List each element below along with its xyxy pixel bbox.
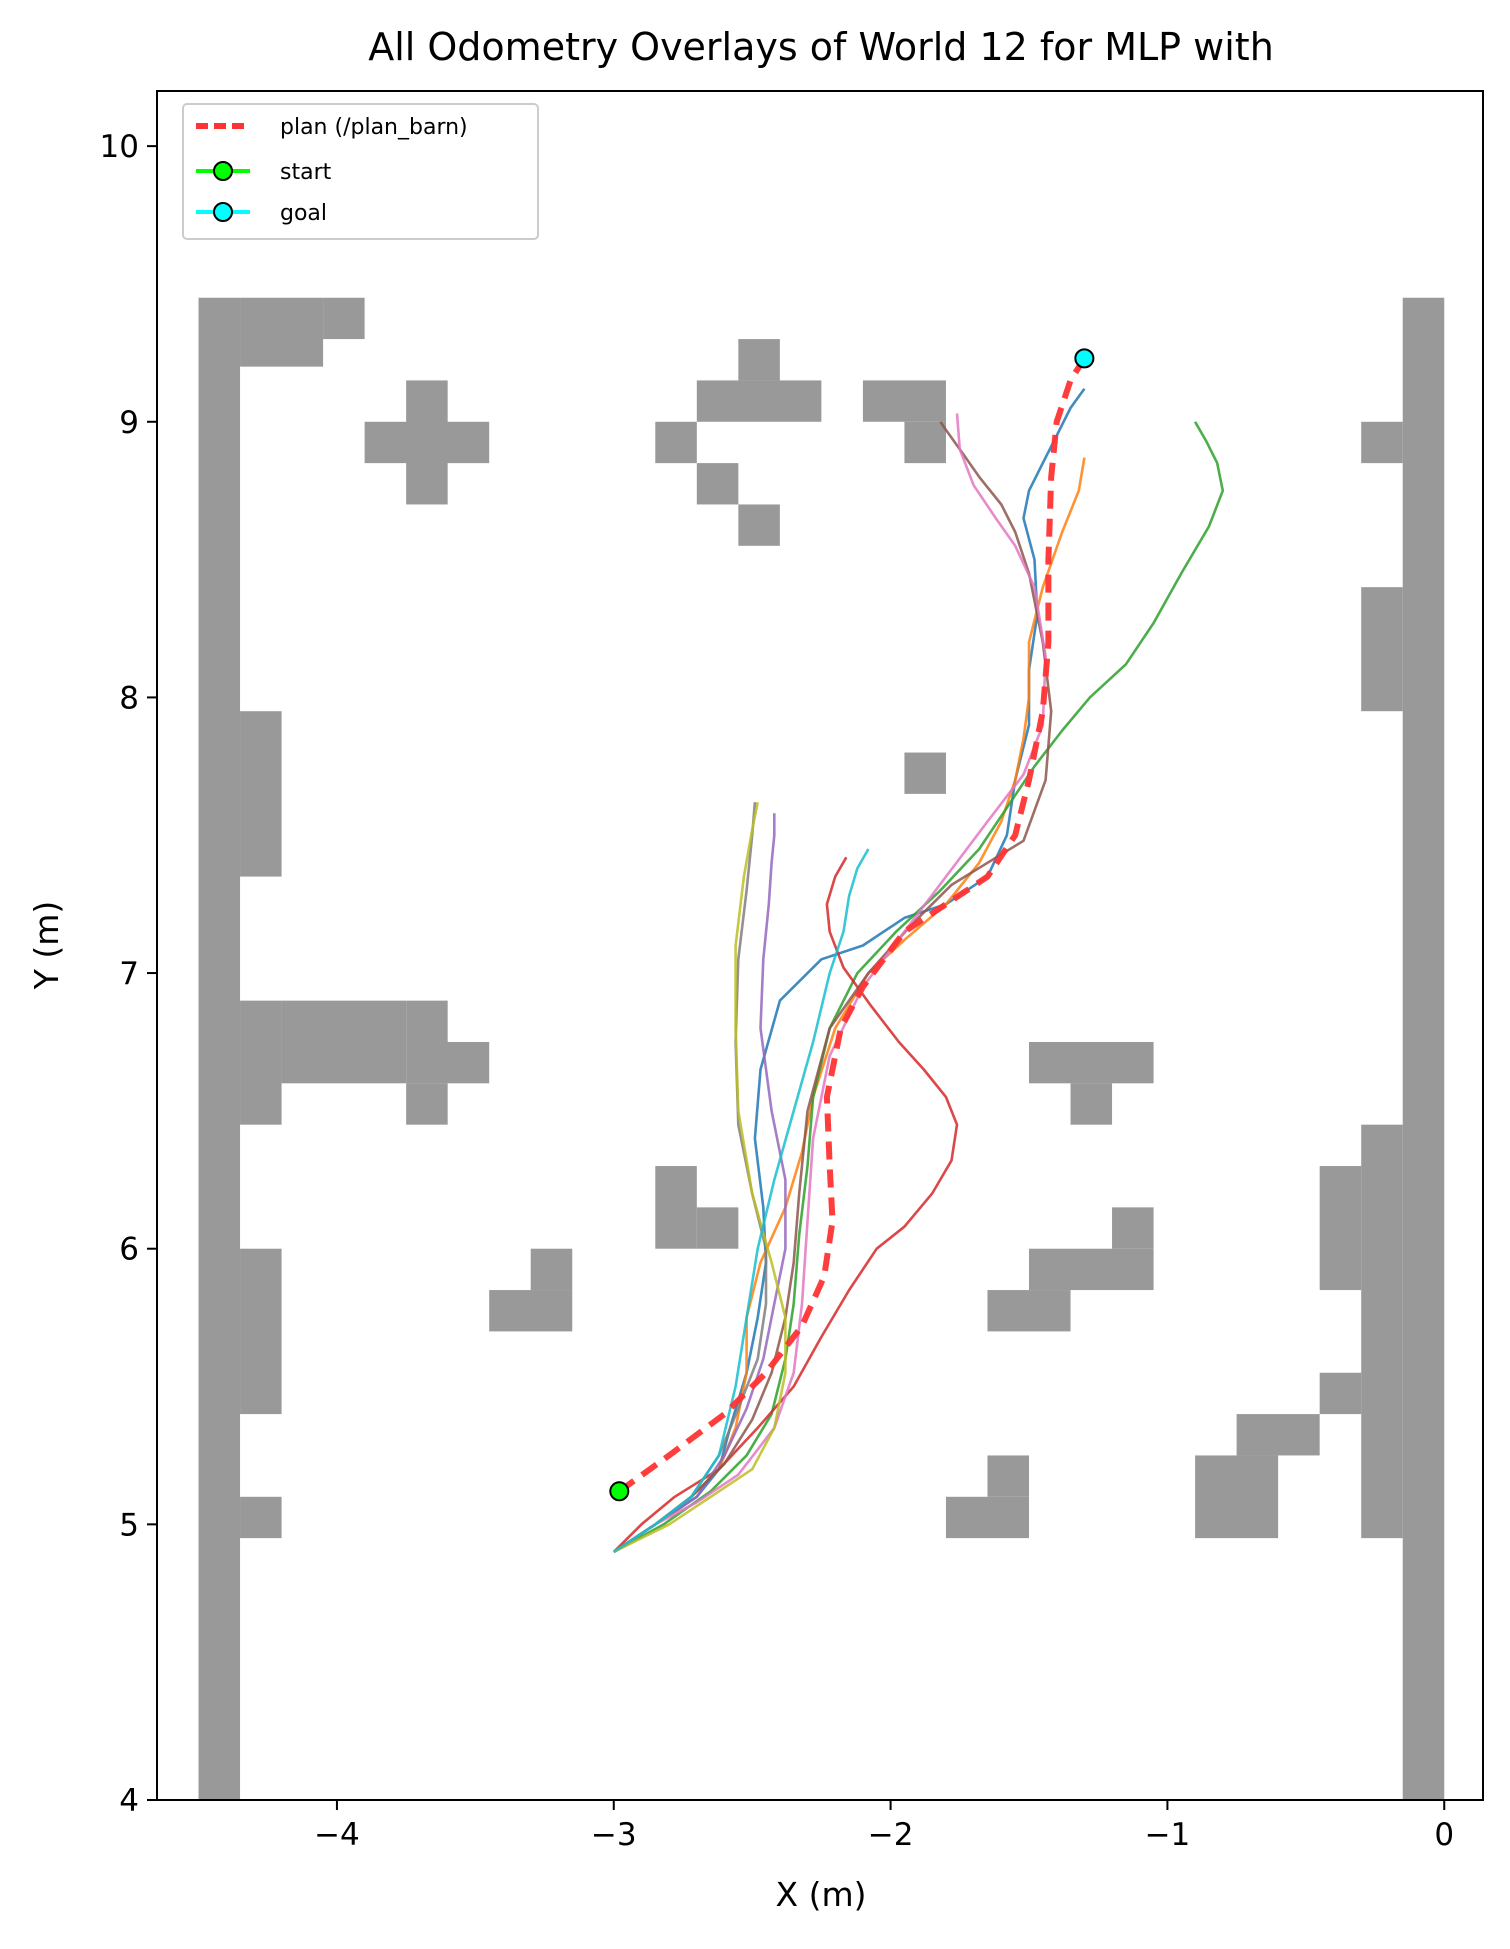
x-tick-label: −3: [591, 1817, 637, 1853]
obstacle-cell: [1029, 1041, 1154, 1084]
obstacle-cell: [945, 1496, 1030, 1539]
obstacle-cell: [240, 1000, 282, 1125]
obstacle-cell: [198, 297, 241, 1800]
x-tick-label: −2: [868, 1817, 914, 1853]
obstacle-cell: [323, 297, 365, 340]
y-tick-label: 7: [119, 956, 139, 992]
obstacle-cell: [655, 421, 697, 464]
obstacle-cell: [1070, 1083, 1113, 1125]
y-axis-label: Y (m): [27, 901, 66, 991]
legend: plan (/plan_barn) start goal: [182, 103, 539, 240]
y-axis-ticks: 4 5 6 7 8 9 10: [100, 129, 157, 1819]
obstacle-cell: [1029, 1248, 1154, 1291]
obstacle-cell: [1319, 1372, 1362, 1415]
odometry-trace: [613, 413, 1047, 1553]
start-marker: [609, 1481, 630, 1502]
obstacle-cell: [1402, 297, 1445, 1800]
y-tick-label: 8: [119, 680, 139, 716]
odometry-trace: [613, 387, 1086, 1553]
legend-start-label: start: [280, 160, 332, 185]
obstacle-cell: [862, 380, 946, 422]
y-tick-label: 9: [119, 405, 139, 441]
obstacle-cell: [655, 1166, 697, 1249]
marker-layer: [609, 348, 1095, 1502]
obstacle-cell: [1195, 1455, 1279, 1539]
chart-title: All Odometry Overlays of World 12 for ML…: [368, 25, 1274, 69]
obstacle-cell: [1361, 421, 1403, 464]
legend-plan-label: plan (/plan_barn): [280, 115, 468, 140]
obstacle-cell: [406, 1000, 448, 1042]
legend-goal-label: goal: [280, 201, 327, 226]
plan-path: [617, 356, 1087, 1494]
obstacle-cell: [406, 1041, 490, 1084]
x-tick-label: 0: [1434, 1817, 1454, 1853]
obstacle-cell: [1361, 1124, 1403, 1539]
obstacle-cell: [696, 380, 822, 422]
obstacle-cell: [738, 504, 780, 546]
obstacle-cell: [240, 1248, 282, 1415]
obstacle-cell: [240, 711, 282, 877]
y-tick-label: 5: [119, 1507, 139, 1543]
obstacle-cell: [1112, 1207, 1154, 1249]
legend-goal-marker: [213, 202, 233, 222]
obstacle-cell: [987, 1290, 1071, 1332]
obstacle-cell: [696, 1207, 739, 1249]
odometry-trace: [613, 457, 1086, 1553]
x-axis-label: X (m): [776, 1875, 867, 1914]
odometry-trace: [613, 801, 787, 1554]
obstacle-cell: [530, 1248, 573, 1291]
x-tick-label: −1: [1145, 1817, 1191, 1853]
obstacle-map: [198, 297, 1445, 1800]
obstacle-cell: [281, 1000, 407, 1084]
legend-start-marker: [213, 161, 233, 181]
obstacle-cell: [240, 1496, 282, 1539]
y-tick-label: 6: [119, 1232, 139, 1268]
obstacle-cell: [489, 1290, 573, 1332]
obstacle-cell: [987, 1455, 1030, 1497]
x-axis-ticks: −4 −3 −2 −1 0: [314, 1800, 1454, 1853]
obstacle-cell: [240, 297, 324, 367]
y-tick-label: 4: [119, 1783, 139, 1819]
obstacle-cell: [738, 339, 780, 381]
obstacle-cell: [904, 421, 946, 464]
odometry-trace: [613, 421, 1225, 1554]
plan-path-layer: [617, 356, 1087, 1494]
obstacle-cell: [1361, 587, 1403, 712]
obstacle-cell: [406, 1083, 448, 1125]
goal-marker: [1074, 348, 1095, 369]
odometry-traces: [612, 387, 1225, 1554]
x-tick-label: −4: [314, 1817, 360, 1853]
obstacle-cell: [364, 421, 490, 464]
obstacle-cell: [696, 463, 739, 505]
obstacle-cell: [904, 752, 946, 794]
obstacle-cell: [1319, 1166, 1362, 1291]
odometry-trace: [613, 421, 1053, 1553]
legend-box: [182, 103, 539, 240]
odometry-trace: [613, 848, 870, 1553]
obstacle-cell: [1236, 1414, 1320, 1456]
y-tick-label: 10: [100, 129, 139, 165]
plot-frame: [156, 90, 1484, 1801]
